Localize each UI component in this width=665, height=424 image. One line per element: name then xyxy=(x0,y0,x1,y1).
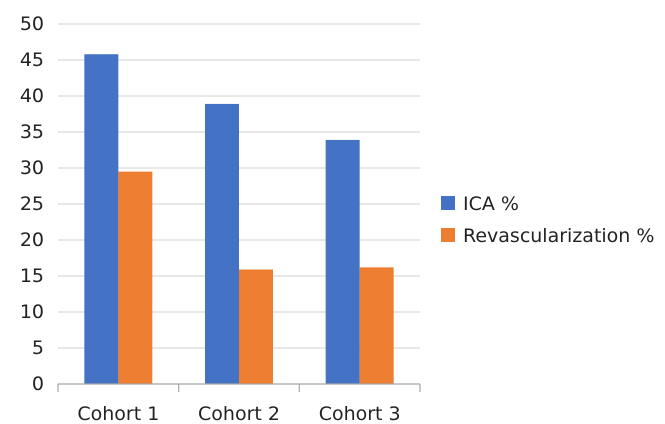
x-axis: Cohort 1 Cohort 2 Cohort 3 xyxy=(57,383,421,424)
y-tick-label: 15 xyxy=(20,265,44,287)
y-tick-label: 50 xyxy=(20,13,44,35)
legend-swatch xyxy=(441,196,455,210)
y-tick-label: 30 xyxy=(20,157,44,179)
bar-ica-cohort-3 xyxy=(325,139,360,384)
x-category-label: Cohort 2 xyxy=(198,403,280,424)
bar-revascularization-cohort-1 xyxy=(118,171,153,384)
y-tick-label: 20 xyxy=(20,229,44,251)
bar-ica-cohort-2 xyxy=(205,103,239,385)
bars xyxy=(84,54,394,385)
y-tick-label: 0 xyxy=(32,373,44,395)
y-tick-label: 35 xyxy=(20,121,44,143)
y-tick-label: 10 xyxy=(20,301,44,323)
legend-label: ICA % xyxy=(463,193,519,215)
legend-label: Revascularization % xyxy=(463,225,654,247)
legend-swatch xyxy=(441,228,455,242)
bar-revascularization-cohort-3 xyxy=(359,267,394,384)
legend: ICA % Revascularization % xyxy=(441,193,654,247)
y-tick-label: 40 xyxy=(20,85,44,107)
y-tick-label: 25 xyxy=(20,193,44,215)
bar-revascularization-cohort-2 xyxy=(239,269,273,384)
y-tick-label: 5 xyxy=(32,337,44,359)
bar-ica-cohort-1 xyxy=(84,54,119,385)
y-tick-label: 45 xyxy=(20,49,44,71)
y-axis-tick-labels: 0 5 10 15 20 25 30 35 40 45 50 xyxy=(20,13,44,395)
x-category-label: Cohort 1 xyxy=(77,403,159,424)
x-category-label: Cohort 3 xyxy=(319,403,401,424)
